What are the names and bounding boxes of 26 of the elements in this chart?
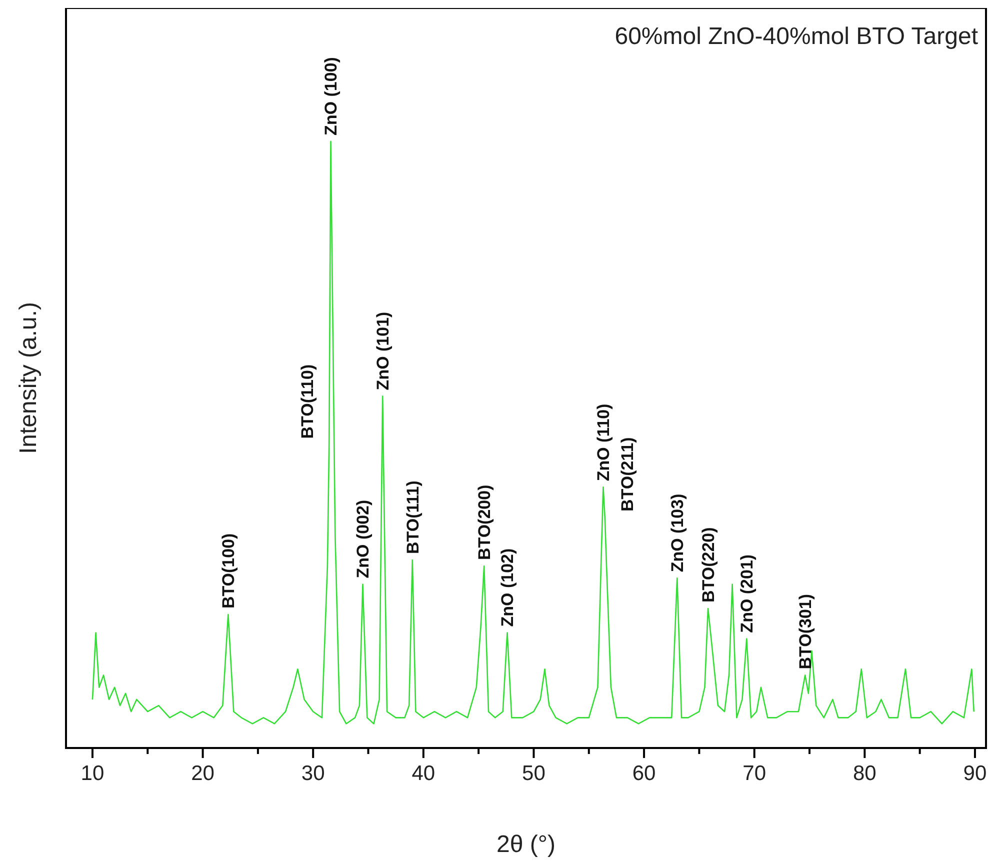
annotation: BTO(111) bbox=[403, 480, 422, 554]
annotation: ZnO (002) bbox=[354, 500, 373, 578]
x-tick-label: 50 bbox=[522, 762, 546, 785]
x-tick-label: 30 bbox=[301, 762, 325, 785]
x-tick-label: 40 bbox=[412, 762, 436, 785]
annotation: BTO(220) bbox=[699, 527, 718, 602]
annotation: BTO(200) bbox=[475, 484, 494, 560]
x-tick-label: 60 bbox=[632, 762, 656, 785]
annotation: BTO(211) bbox=[618, 437, 637, 512]
annotation: ZnO (100) bbox=[322, 57, 341, 136]
x-tick-label: 70 bbox=[742, 762, 766, 785]
annotation: ZnO (201) bbox=[738, 554, 757, 633]
x-axis-title: 2θ (°) bbox=[496, 831, 556, 858]
x-tick-label: 80 bbox=[852, 762, 876, 785]
annotation: ZnO (103) bbox=[668, 494, 688, 572]
x-tick-label: 90 bbox=[963, 762, 987, 785]
x-tick-label: 10 bbox=[80, 762, 104, 785]
annotation: ZnO (101) bbox=[374, 312, 393, 390]
y-axis-title: Intensity (a.u.) bbox=[15, 302, 42, 454]
annotation: BTO(301) bbox=[796, 594, 816, 670]
annotation: BTO(100) bbox=[219, 533, 238, 609]
annotation: BTO(110) bbox=[298, 364, 318, 439]
chart-title: 60%mol ZnO-40%mol BTO Target bbox=[614, 23, 978, 50]
annotation: ZnO (102) bbox=[498, 548, 518, 627]
annotation: ZnO (110) bbox=[594, 404, 614, 482]
x-tick-label: 20 bbox=[191, 762, 214, 785]
